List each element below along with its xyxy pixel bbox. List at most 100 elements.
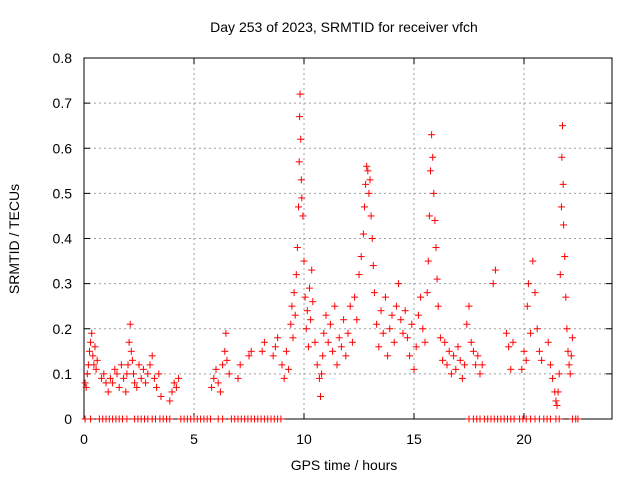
data-point — [146, 361, 154, 369]
data-point — [258, 347, 266, 355]
y-tick-label: 0 — [64, 411, 72, 427]
data-point — [292, 271, 300, 279]
data-point — [403, 334, 411, 342]
data-point — [368, 235, 376, 242]
data-point — [300, 257, 308, 265]
data-point — [406, 352, 414, 360]
data-point — [559, 180, 567, 188]
data-point — [153, 383, 161, 391]
data-point — [90, 361, 98, 369]
data-point — [88, 329, 96, 337]
data-point — [558, 153, 566, 161]
data-point — [322, 311, 330, 319]
data-point — [555, 415, 563, 423]
data-point — [529, 257, 537, 265]
data-point — [234, 374, 242, 382]
data-point — [225, 370, 233, 378]
data-point — [361, 203, 368, 211]
data-point — [128, 356, 136, 364]
data-point — [351, 293, 359, 301]
plot-frame — [83, 57, 613, 420]
data-point — [87, 415, 95, 423]
data-point — [297, 176, 305, 184]
data-point — [388, 311, 396, 319]
data-point — [469, 347, 477, 355]
data-point — [296, 90, 304, 98]
data-point — [447, 370, 455, 378]
data-point — [467, 338, 475, 346]
data-point — [527, 329, 535, 337]
data-point — [295, 158, 303, 166]
data-point — [408, 320, 416, 328]
data-point — [392, 302, 400, 310]
data-point — [295, 203, 302, 211]
data-point — [439, 356, 447, 364]
data-point — [381, 293, 389, 301]
data-point — [293, 244, 301, 252]
data-point — [369, 262, 377, 270]
data-point — [546, 361, 554, 369]
data-point — [556, 271, 564, 279]
data-point — [562, 293, 570, 301]
data-point — [555, 370, 563, 378]
data-point — [456, 356, 464, 364]
data-point — [219, 361, 227, 369]
data-point — [565, 361, 573, 369]
data-point — [287, 320, 295, 328]
data-point — [366, 176, 374, 184]
data-point — [395, 280, 403, 288]
data-point — [318, 370, 326, 378]
grid-lines — [84, 58, 612, 419]
data-point — [384, 352, 392, 360]
axis-ticks — [83, 57, 612, 420]
data-point — [452, 365, 460, 373]
data-point — [450, 352, 458, 360]
data-point — [133, 383, 141, 391]
data-point — [340, 316, 348, 324]
data-point — [472, 361, 480, 369]
y-tick-label: 0.4 — [53, 231, 73, 247]
y-tick-label: 0.3 — [53, 276, 73, 292]
data-point — [219, 415, 227, 423]
data-point — [379, 329, 387, 337]
data-point — [329, 347, 337, 355]
data-point — [424, 257, 432, 265]
y-tick-label: 0.6 — [53, 140, 73, 156]
x-tick-label: 15 — [406, 431, 422, 447]
data-point — [489, 280, 497, 288]
data-point — [311, 338, 319, 346]
data-point — [86, 347, 93, 355]
chart-title: Day 253 of 2023, SRMTID for receiver vfc… — [210, 19, 478, 35]
data-point — [247, 347, 255, 355]
data-point — [331, 302, 339, 310]
data-point — [417, 293, 425, 301]
data-point — [106, 374, 114, 382]
data-point — [428, 131, 436, 139]
data-point — [302, 325, 310, 333]
data-point — [458, 374, 466, 382]
data-point — [89, 352, 97, 360]
data-point — [326, 320, 334, 328]
data-point — [298, 194, 306, 202]
data-point — [390, 338, 398, 346]
data-point — [223, 356, 231, 364]
data-point — [104, 388, 112, 396]
data-point — [285, 365, 293, 373]
data-point — [91, 343, 99, 351]
data-point — [359, 230, 367, 238]
data-point — [130, 370, 137, 378]
data-point — [98, 374, 106, 382]
data-point — [93, 356, 101, 364]
data-point — [170, 379, 178, 387]
data-point — [429, 153, 437, 161]
data-point — [148, 352, 156, 360]
data-point — [377, 307, 385, 315]
data-point — [362, 180, 370, 188]
data-point — [425, 212, 433, 220]
data-point — [454, 343, 462, 351]
y-tick-label: 0.7 — [53, 95, 73, 111]
data-point — [207, 415, 214, 423]
data-point — [319, 352, 327, 360]
data-point — [309, 298, 317, 306]
